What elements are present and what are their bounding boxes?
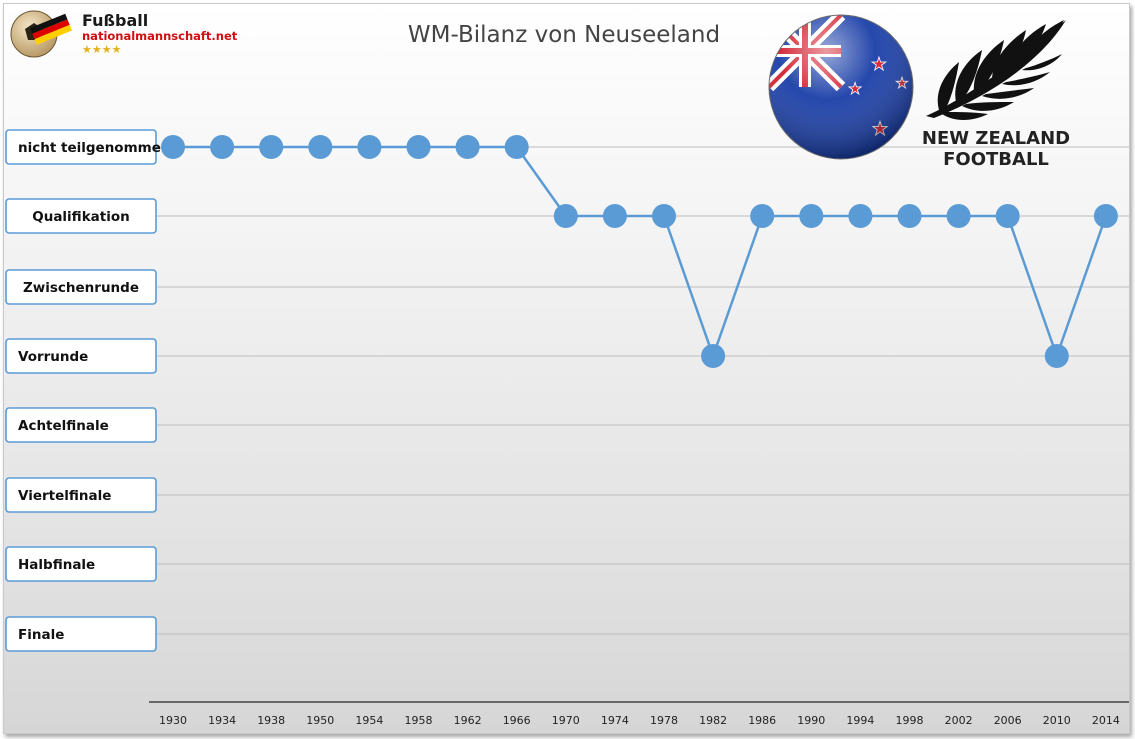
- x-tick-label: 1958: [405, 714, 433, 727]
- series-polyline: [173, 145, 1108, 360]
- data-point: [652, 204, 676, 228]
- gridlines: [157, 146, 1129, 635]
- y-axis-labels: nicht teilgenommen Qualifikation Zwischenr…: [5, 129, 170, 652]
- x-tick-label: 2010: [1043, 714, 1071, 727]
- data-point: [553, 204, 578, 228]
- x-tick-label: 1970: [552, 714, 580, 727]
- x-tick-label: 2006: [994, 714, 1022, 727]
- data-point: [357, 135, 382, 159]
- y-axis-label: Achtelfinale: [18, 418, 109, 434]
- data-point: [602, 204, 627, 228]
- x-tick-label: 1938: [257, 714, 285, 727]
- logo-site: nationalmannschaft.net: [82, 29, 238, 43]
- y-label-box: [5, 269, 157, 305]
- data-point: [1093, 204, 1118, 228]
- x-tick-label: 1978: [650, 714, 678, 727]
- silver-fern-icon: [926, 20, 1066, 120]
- chart-frame: Fußball nationalmannschaft.net ★★★★ WM-B…: [3, 3, 1130, 734]
- x-tick-label: 1998: [896, 714, 924, 727]
- x-tick-label: 1930: [159, 714, 187, 727]
- y-label-box: [5, 616, 157, 652]
- logo-stars: ★★★★: [82, 43, 122, 56]
- x-tick-label: 1962: [454, 714, 482, 727]
- data-point: [750, 204, 775, 228]
- logo-name: Fußball: [82, 11, 148, 30]
- site-logo: Fußball nationalmannschaft.net ★★★★: [10, 10, 238, 58]
- x-tick-label: 1974: [601, 714, 629, 727]
- data-point: [799, 204, 824, 228]
- y-axis-label: nicht teilgenommen: [18, 140, 170, 156]
- data-point: [848, 204, 873, 228]
- y-label-box: [5, 129, 157, 165]
- x-tick-label: 2014: [1092, 714, 1120, 727]
- badge-line2: FOOTBALL: [943, 149, 1049, 170]
- y-axis-label: Vorrunde: [18, 349, 88, 365]
- chart-title: WM-Bilanz von Neuseeland: [408, 22, 720, 48]
- x-tick-label: 1982: [699, 714, 727, 727]
- data-point: [1044, 344, 1069, 368]
- data-point: [161, 135, 185, 159]
- chart: Fußball nationalmannschaft.net ★★★★ WM-B…: [5, 10, 1129, 727]
- y-axis-label: Zwischenrunde: [23, 280, 139, 296]
- y-label-box: [5, 407, 157, 443]
- data-point: [210, 135, 235, 159]
- y-axis-label: Qualifikation: [32, 209, 130, 225]
- x-axis-ticks: 1930 1934 1938 1950 1954 1958 1962 1966 1970 1974…: [159, 714, 1120, 727]
- data-point: [995, 204, 1020, 228]
- x-tick-label: 1934: [208, 714, 236, 727]
- y-axis-label: Finale: [18, 627, 64, 643]
- y-label-box: [5, 198, 157, 234]
- data-point: [946, 204, 971, 228]
- x-tick-label: 1966: [503, 714, 531, 727]
- data-point: [308, 135, 333, 159]
- y-axis-label: Viertelfinale: [18, 488, 111, 504]
- data-point: [701, 344, 726, 368]
- y-label-box: [5, 546, 157, 582]
- data-point: [259, 135, 284, 159]
- x-tick-label: 2002: [945, 714, 973, 727]
- y-label-box: [5, 477, 157, 513]
- new-zealand-flag-icon: ★ ★ ★ ★: [768, 14, 914, 160]
- series-line: [161, 135, 1118, 368]
- new-zealand-football-logo: NEW ZEALAND FOOTBALL: [922, 20, 1070, 170]
- y-axis-label: Halbfinale: [18, 557, 95, 573]
- data-point: [504, 135, 529, 159]
- x-tick-label: 1954: [355, 714, 383, 727]
- x-tick-label: 1986: [748, 714, 776, 727]
- data-point: [406, 135, 431, 159]
- data-point: [455, 135, 480, 159]
- x-tick-label: 1990: [797, 714, 825, 727]
- badge-line1: NEW ZEALAND: [922, 128, 1070, 149]
- x-tick-label: 1994: [846, 714, 874, 727]
- german-flag-icon: [30, 13, 72, 45]
- y-label-box: [5, 338, 157, 374]
- x-tick-label: 1950: [306, 714, 334, 727]
- data-point: [897, 204, 922, 228]
